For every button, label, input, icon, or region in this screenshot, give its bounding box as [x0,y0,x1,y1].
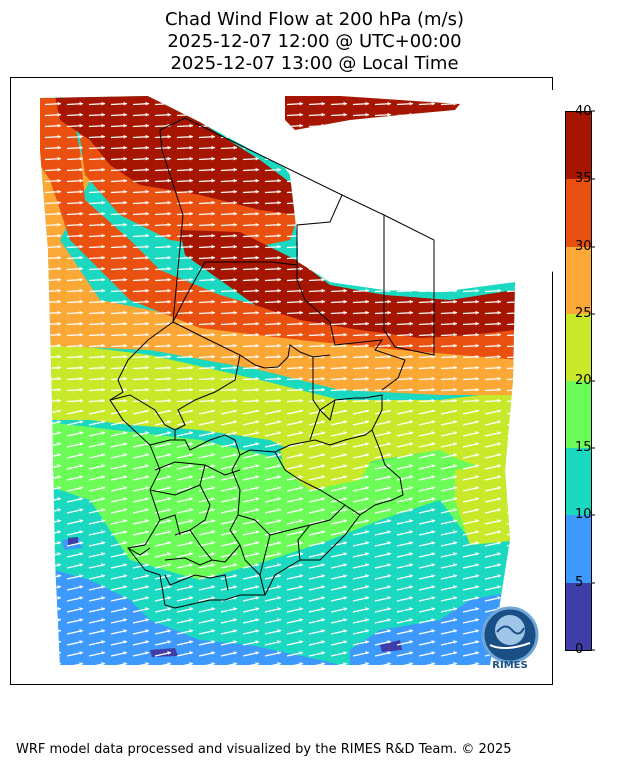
colorbar-band-20-25 [565,314,591,381]
colorbar-tick-25: 25 [575,306,592,321]
colorbar-tick-5: 5 [575,575,584,590]
colorbar-band-35-40 [565,111,591,179]
rimes-logo: RIMES [481,606,539,671]
colorbar-tick-40: 40 [575,104,592,119]
rimes-logo-text: RIMES [492,660,527,671]
colorbar-band-0-5 [565,583,591,651]
colorbar [565,110,595,651]
colorbar-tick-35: 35 [575,171,592,186]
colorbar-tick-10: 10 [575,507,592,522]
boundaries [109,117,435,609]
colorbar-band-10-15 [565,448,591,515]
map-title-line-2: 2025-12-07 12:00 @ UTC+00:00 [167,31,462,52]
map-title-line-3: 2025-12-07 13:00 @ Local Time [170,53,459,74]
colorbar-band-25-30 [565,247,591,314]
no-data-area [200,90,560,292]
colorbar-band-5-10 [565,515,591,583]
footer-credit: WRF model data processed and visualized … [16,742,512,757]
colorbar-tick-30: 30 [575,239,592,254]
wind-speed-field [40,96,515,665]
northern-wind-strip [285,96,460,130]
colorbar-band-30-35 [565,179,591,247]
colorbar-tick-15: 15 [575,440,592,455]
colorbar-tick-0: 0 [575,642,584,657]
map-title-line-1: Chad Wind Flow at 200 hPa (m/s) [164,9,465,30]
colorbar-band-15-20 [565,381,591,448]
colorbar-tick-20: 20 [575,373,592,388]
